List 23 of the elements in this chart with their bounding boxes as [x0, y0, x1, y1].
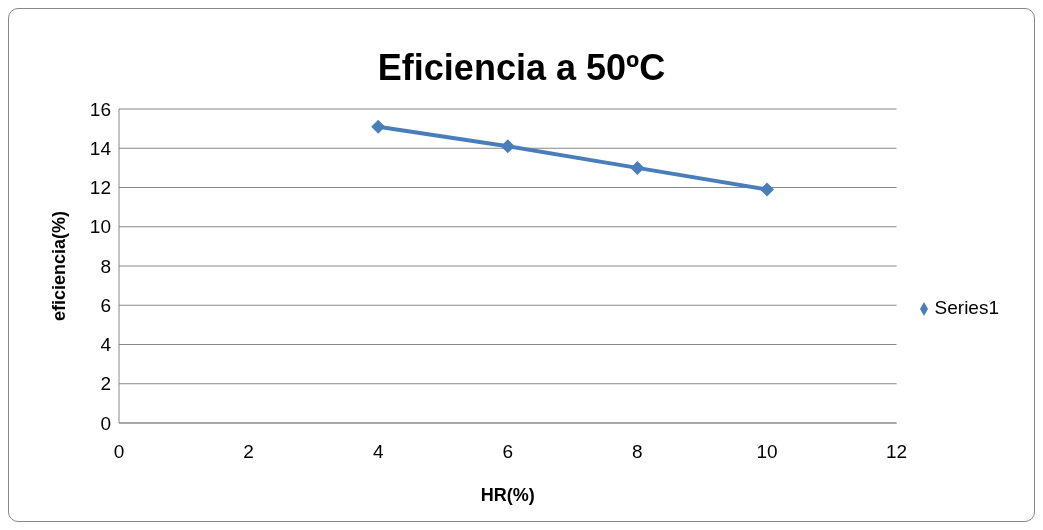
point	[371, 119, 386, 134]
y-tick-label: 4	[100, 334, 112, 356]
point	[630, 160, 645, 175]
y-axis-title: eficiencia(%)	[49, 210, 70, 322]
y-tick-label: 6	[100, 294, 111, 316]
x-tick-label: 2	[243, 441, 254, 463]
y-tick-label: 0	[100, 412, 111, 434]
point	[759, 182, 774, 197]
x-tick-label: 10	[756, 441, 778, 463]
x-tick-label: 8	[632, 441, 643, 463]
y-tick-label: 14	[89, 137, 112, 159]
y-tick-label: 2	[100, 373, 111, 395]
x-axis-title: HR(%)	[480, 485, 535, 505]
y-tick-label: 12	[89, 177, 111, 199]
x-tick-label: 6	[502, 441, 514, 463]
y-tick-label: 8	[100, 255, 111, 277]
y-tick-label: 16	[89, 98, 111, 120]
x-tick-label: 4	[372, 441, 384, 463]
chart-title: Eficiencia a 50ºC	[376, 46, 667, 90]
point	[500, 139, 515, 154]
legend-label: Series1	[934, 297, 999, 318]
y-tick-label: 10	[89, 216, 111, 238]
x-tick-label: 12	[886, 441, 908, 463]
